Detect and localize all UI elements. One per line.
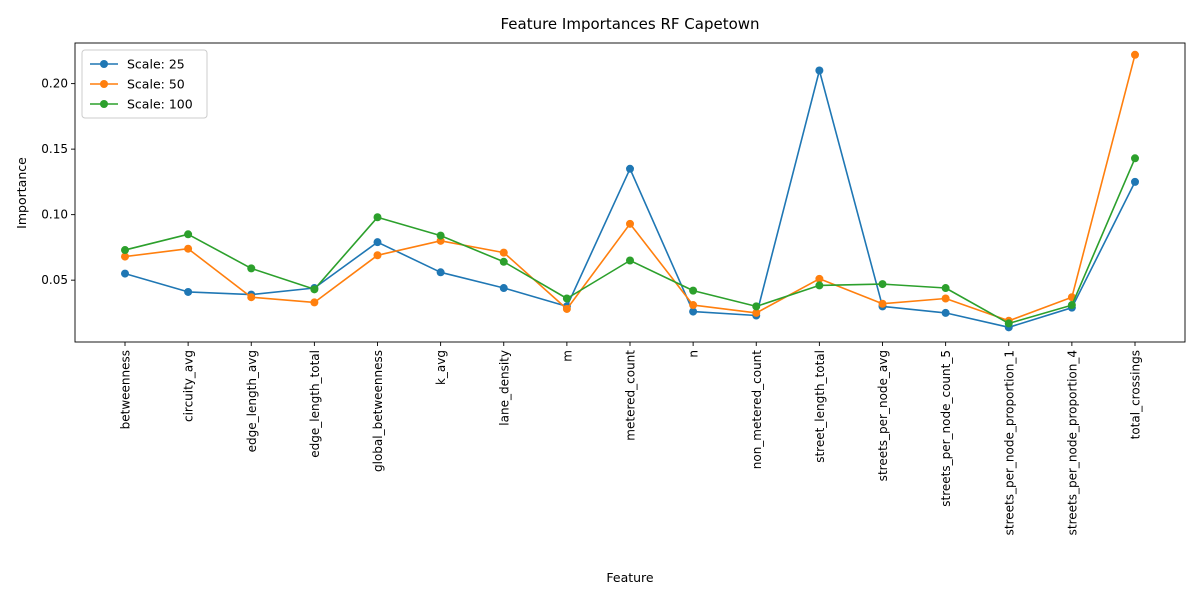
x-tick-label: edge_length_avg: [245, 350, 259, 452]
x-tick-label: k_avg: [434, 350, 448, 385]
data-point: [1131, 154, 1139, 163]
chart-title: Feature Importances RF Capetown: [500, 15, 759, 33]
data-point: [121, 269, 129, 278]
x-tick-label: n: [687, 350, 701, 358]
x-tick-label: circuity_avg: [182, 350, 196, 422]
y-tick-label: 0.05: [41, 273, 68, 287]
data-point: [562, 304, 571, 313]
data-point: [121, 252, 129, 261]
legend-marker: [100, 100, 108, 108]
data-point: [436, 231, 445, 240]
data-point: [689, 307, 698, 316]
data-point: [941, 308, 950, 317]
data-point: [1131, 50, 1139, 59]
data-point: [752, 302, 761, 311]
data-point: [689, 301, 698, 310]
x-tick-label: edge_length_total: [308, 350, 322, 458]
data-point: [184, 287, 193, 296]
data-point: [184, 230, 193, 239]
data-point: [310, 298, 319, 307]
data-point: [373, 213, 382, 222]
data-point: [373, 251, 382, 260]
data-point: [373, 238, 382, 247]
data-point: [1067, 301, 1076, 310]
axes-frame: [74, 42, 1186, 343]
series-line: [124, 54, 1136, 322]
data-point: [310, 285, 319, 294]
data-point: [878, 299, 887, 308]
legend-label: Scale: 100: [127, 97, 193, 112]
data-point: [626, 219, 634, 228]
x-tick-label: streets_per_node_avg: [876, 350, 890, 481]
x-tick-label: lane_density: [497, 350, 511, 426]
data-point: [121, 246, 129, 255]
data-point: [941, 284, 950, 293]
data-point: [499, 257, 508, 266]
data-point: [184, 244, 193, 253]
data-point: [562, 294, 571, 303]
data-point: [752, 308, 761, 317]
y-tick-label: 0.15: [41, 142, 68, 156]
x-tick-label: streets_per_node_proportion_4: [1065, 350, 1079, 535]
y-axis-label: Importance: [14, 157, 29, 229]
legend-box: [81, 49, 208, 119]
x-tick-label: global_betweenness: [371, 350, 385, 472]
x-tick-label: m: [560, 350, 574, 362]
data-point: [247, 264, 256, 273]
data-point: [689, 286, 698, 295]
x-tick-label: streets_per_node_count_5: [939, 350, 953, 507]
data-point: [941, 294, 950, 303]
data-point: [1004, 319, 1013, 328]
data-point: [1131, 177, 1139, 186]
x-tick-label: non_metered_count: [750, 350, 764, 470]
legend: Scale: 25 Scale: 50 Scale: 100: [81, 49, 208, 119]
data-point: [626, 164, 634, 173]
series-line: [124, 69, 1136, 329]
x-tick-label: street_length_total: [813, 350, 827, 463]
x-tick-label: streets_per_node_proportion_1: [1002, 350, 1016, 535]
data-point: [815, 274, 824, 283]
data-point: [499, 284, 508, 293]
legend-marker: [100, 80, 108, 88]
legend-label: Scale: 50: [127, 77, 185, 92]
x-axis-label: Feature: [606, 570, 654, 585]
data-point: [815, 66, 824, 75]
data-point: [626, 256, 634, 265]
data-point: [815, 281, 824, 290]
data-point: [499, 248, 508, 257]
x-tick-label: betweenness: [119, 350, 133, 429]
legend-label: Scale: 25: [127, 57, 185, 72]
x-tick-label: metered_count: [624, 350, 638, 441]
legend-marker: [100, 60, 108, 68]
plot-area: 0.05 0.10 0.15 0.20 betweenness circuity_avg e…: [41, 42, 1186, 535]
data-point: [878, 280, 887, 289]
y-tick-label: 0.20: [41, 77, 68, 91]
data-point: [247, 293, 256, 302]
y-tick-label: 0.10: [41, 208, 68, 222]
x-tick-label: total_crossings: [1129, 350, 1143, 439]
data-point: [436, 268, 445, 277]
